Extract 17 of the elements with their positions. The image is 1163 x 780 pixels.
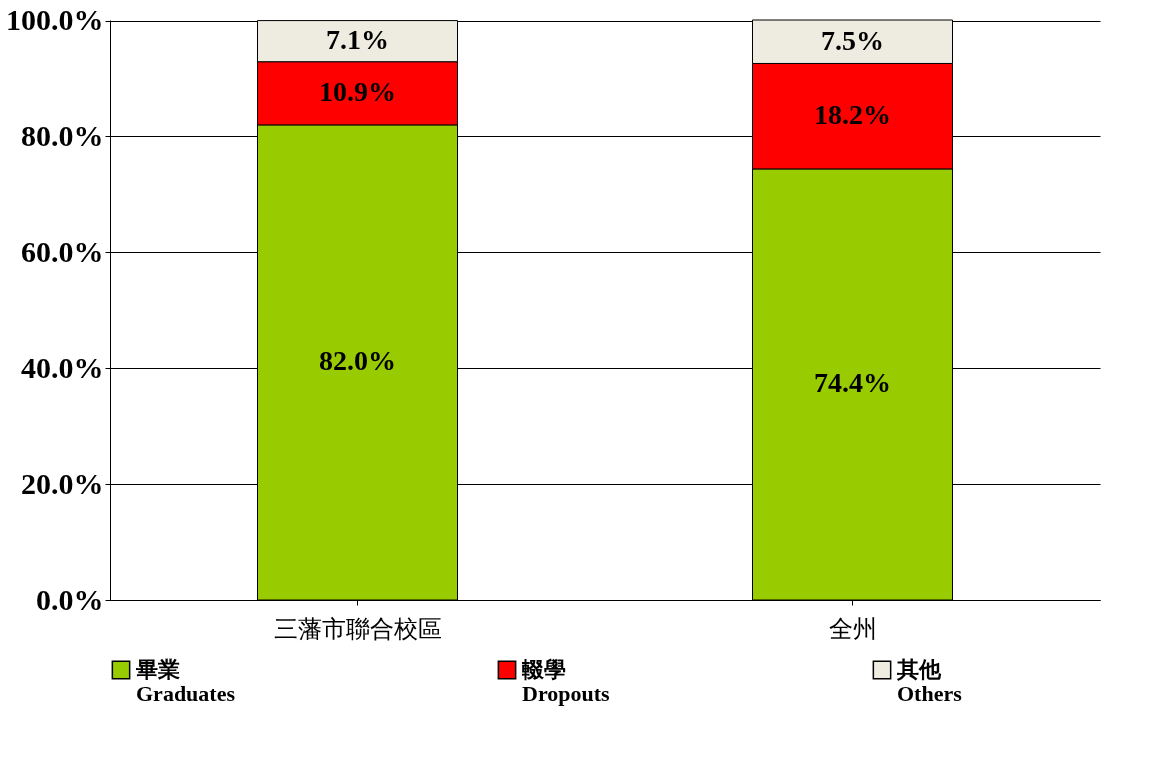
x-tick-label: 全州 <box>828 614 877 643</box>
data-label: 18.2% <box>814 99 891 131</box>
data-label: 74.4% <box>814 367 891 399</box>
legend-label: 輟學 Dropouts <box>521 657 611 706</box>
data-label: 82.0% <box>319 345 396 377</box>
x-tick-label: 三藩市聯合校區 <box>273 614 442 643</box>
y-tick-label: 80.0% <box>21 118 104 152</box>
y-tick-label: 100.0% <box>6 3 104 37</box>
data-label: 10.9% <box>319 76 396 108</box>
y-tick-label: 20.0% <box>21 466 104 500</box>
legend-label: 畢業 Graduates <box>135 657 236 706</box>
data-label: 7.1% <box>326 24 389 56</box>
y-tick-label: 40.0% <box>21 350 104 384</box>
y-tick-label: 60.0% <box>21 234 104 268</box>
legend-label: 其他 Others <box>896 657 963 706</box>
y-tick-label: 0.0% <box>36 582 104 616</box>
data-label: 7.5% <box>821 24 884 56</box>
